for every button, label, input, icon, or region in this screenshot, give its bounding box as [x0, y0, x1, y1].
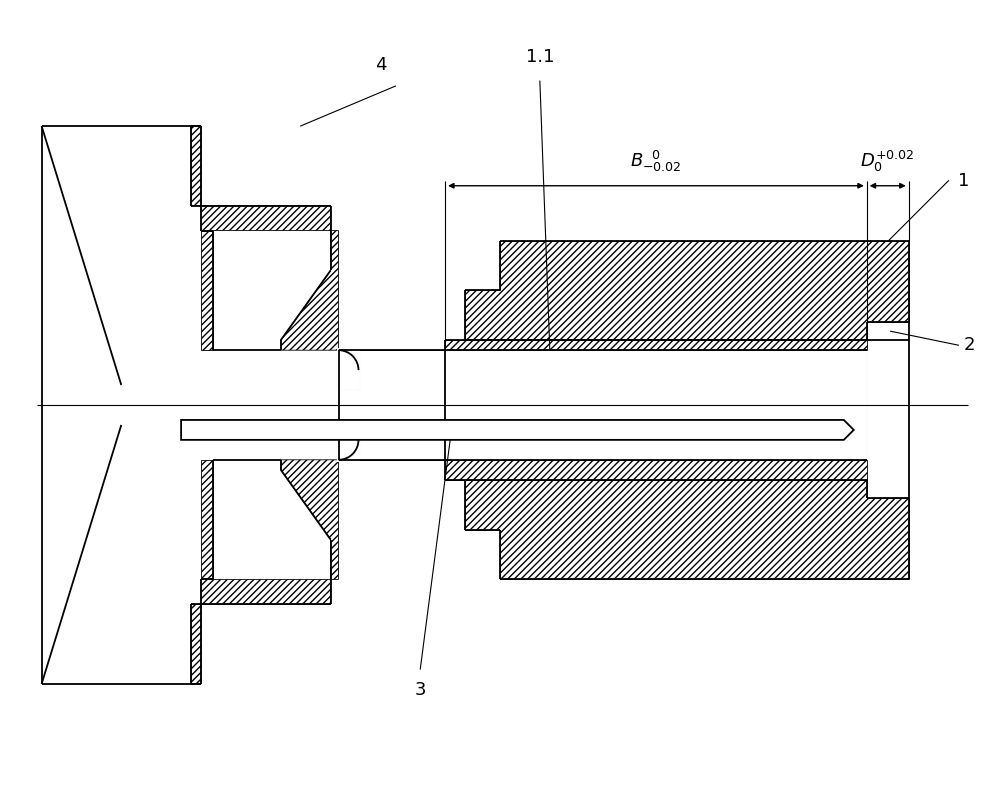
- Polygon shape: [445, 480, 909, 580]
- Text: 3: 3: [415, 681, 426, 699]
- Polygon shape: [339, 460, 867, 480]
- Text: 1.1: 1.1: [526, 48, 554, 66]
- Polygon shape: [445, 241, 909, 341]
- Text: $B_{-0.02}^{\ \ 0}$: $B_{-0.02}^{\ \ 0}$: [630, 149, 682, 174]
- Polygon shape: [201, 230, 213, 350]
- Polygon shape: [339, 350, 867, 460]
- Polygon shape: [181, 420, 854, 440]
- Polygon shape: [191, 126, 339, 350]
- Polygon shape: [337, 420, 360, 462]
- Text: 1: 1: [958, 171, 970, 190]
- Polygon shape: [201, 460, 213, 580]
- Polygon shape: [337, 349, 360, 390]
- Text: 4: 4: [375, 56, 386, 74]
- Text: $D_{0}^{+0.02}$: $D_{0}^{+0.02}$: [860, 149, 915, 174]
- Text: 2: 2: [963, 336, 975, 354]
- Polygon shape: [339, 341, 867, 350]
- Polygon shape: [191, 460, 339, 684]
